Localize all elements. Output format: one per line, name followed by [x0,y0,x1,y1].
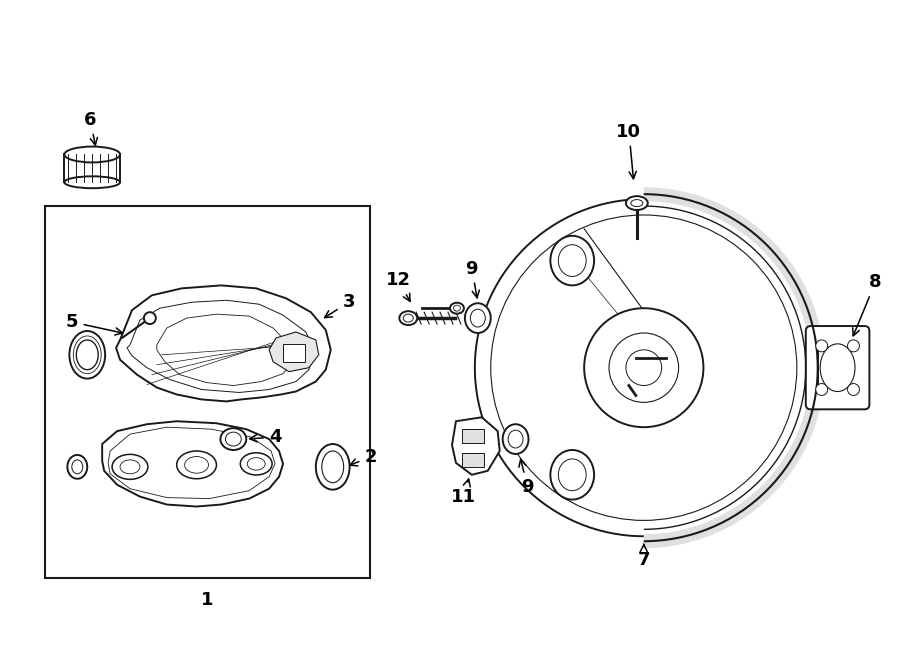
Text: 9: 9 [465,260,480,298]
Ellipse shape [551,450,594,500]
Ellipse shape [76,340,98,369]
Ellipse shape [551,236,594,285]
Text: 5: 5 [66,313,122,335]
Circle shape [848,340,860,352]
Ellipse shape [503,424,528,454]
Ellipse shape [65,146,120,162]
Circle shape [584,308,704,427]
Ellipse shape [403,314,413,322]
Polygon shape [452,417,500,475]
Circle shape [848,383,860,395]
Text: 2: 2 [350,448,377,466]
Ellipse shape [68,455,87,479]
Bar [283,344,305,361]
Bar [462,453,484,467]
Ellipse shape [72,460,83,474]
Ellipse shape [558,245,586,277]
Ellipse shape [65,176,120,188]
Ellipse shape [820,344,855,391]
Ellipse shape [248,457,266,470]
Ellipse shape [558,459,586,491]
Circle shape [475,199,813,536]
Text: 8: 8 [852,273,882,336]
Circle shape [815,383,828,395]
Bar [462,429,484,443]
Bar [44,206,371,578]
Text: 12: 12 [386,271,410,301]
Text: 11: 11 [452,479,476,506]
Polygon shape [269,332,319,371]
Text: 1: 1 [202,591,214,609]
Text: 9: 9 [519,459,534,496]
Circle shape [609,333,679,402]
Ellipse shape [220,428,247,450]
Polygon shape [103,421,283,506]
Polygon shape [116,285,330,401]
Ellipse shape [465,303,491,333]
Ellipse shape [454,305,461,311]
Circle shape [144,312,156,324]
Text: 7: 7 [637,545,650,569]
Ellipse shape [225,432,241,446]
FancyBboxPatch shape [806,326,869,409]
Ellipse shape [69,331,105,379]
Ellipse shape [316,444,349,490]
Circle shape [626,350,662,385]
Ellipse shape [112,454,148,479]
Circle shape [823,359,839,375]
Text: 4: 4 [250,428,282,446]
Polygon shape [808,330,847,405]
Ellipse shape [184,457,209,473]
Ellipse shape [322,451,344,483]
Ellipse shape [626,196,648,210]
Ellipse shape [176,451,217,479]
Ellipse shape [631,200,643,207]
Ellipse shape [508,430,523,448]
Text: 10: 10 [616,122,642,179]
Ellipse shape [400,311,418,325]
Ellipse shape [240,453,272,475]
Ellipse shape [471,309,485,327]
Ellipse shape [450,303,464,314]
Text: 6: 6 [84,111,97,145]
Circle shape [815,340,828,352]
Ellipse shape [120,460,140,474]
Text: 3: 3 [325,293,355,318]
Bar [65,154,120,182]
